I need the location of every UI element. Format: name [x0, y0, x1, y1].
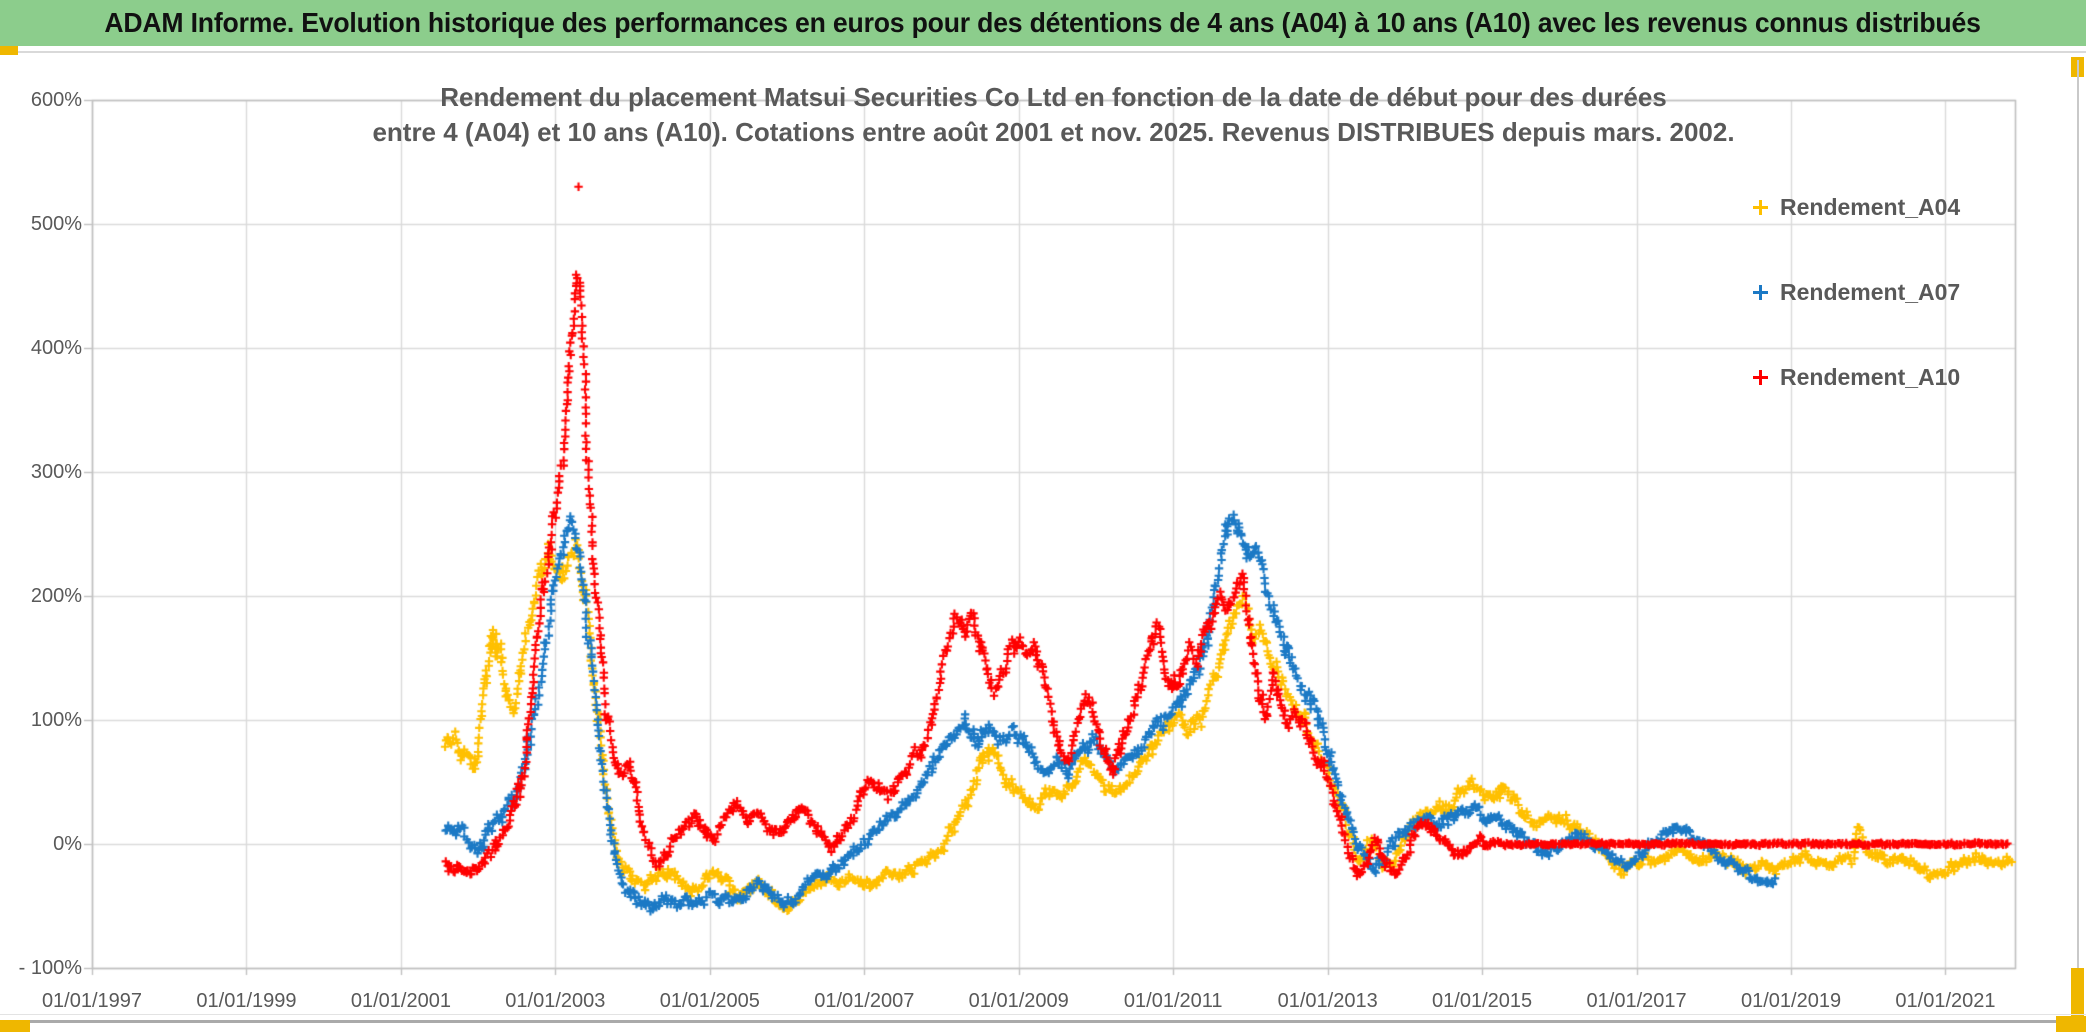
legend-item-a10: Rendement_A10	[1750, 362, 2050, 392]
plus-marker-icon	[1750, 366, 1772, 388]
plus-marker-icon	[1750, 196, 1772, 218]
chart-legend: Rendement_A04 Rendement_A07 Rendement_A1…	[1750, 192, 2050, 447]
header-title: ADAM Informe. Evolution historique des p…	[104, 7, 1982, 38]
legend-label: Rendement_A10	[1780, 363, 1961, 390]
legend-label: Rendement_A04	[1780, 193, 1961, 220]
legend-item-a07: Rendement_A07	[1750, 277, 2050, 307]
chart-title-line1: Rendement du placement Matsui Securities…	[440, 82, 1667, 112]
header-banner: ADAM Informe. Evolution historique des p…	[0, 0, 2086, 46]
chart-title: Rendement du placement Matsui Securities…	[92, 80, 2015, 150]
plus-marker-icon	[1750, 281, 1772, 303]
legend-item-a04: Rendement_A04	[1750, 192, 2050, 222]
legend-label: Rendement_A07	[1780, 278, 1961, 305]
chart-title-line2: entre 4 (A04) et 10 ans (A10). Cotations…	[372, 117, 1735, 147]
